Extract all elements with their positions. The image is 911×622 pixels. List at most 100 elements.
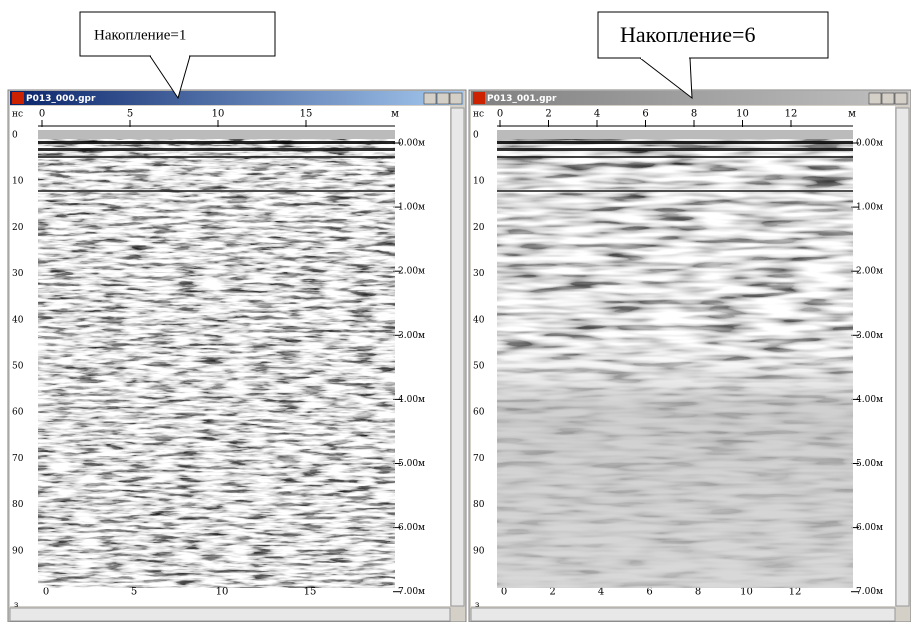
top-tick-label: 10 — [736, 109, 749, 120]
depth-tick-label: 1.00м — [398, 203, 425, 213]
time-tick-label: 40 — [473, 315, 485, 325]
time-unit: нс — [12, 110, 23, 120]
time-tick-label: 90 — [473, 546, 485, 556]
surface-band — [497, 148, 853, 151]
time-tick-label: 30 — [12, 269, 24, 279]
time-tick-label: 70 — [473, 454, 485, 464]
time-tick-label: 70 — [12, 454, 24, 464]
surface-band — [38, 190, 395, 192]
top-tick-label: 4 — [594, 109, 600, 120]
surface-band — [38, 148, 395, 151]
bottom-tick-label: 10 — [740, 587, 753, 598]
surface-top — [38, 130, 395, 139]
close-button[interactable] — [894, 92, 908, 105]
depth-tick-label: 6.00м — [398, 523, 425, 533]
depth-tick-label: 3.00м — [398, 331, 425, 341]
callout-gap — [151, 55, 189, 57]
time-tick-label: 80 — [473, 500, 485, 510]
time-tick-label: 20 — [473, 223, 485, 233]
close-button[interactable] — [449, 92, 463, 105]
app-icon — [12, 92, 24, 104]
surface-band — [497, 156, 853, 158]
top-tick-label: 10 — [212, 109, 225, 120]
maximize-button[interactable] — [881, 92, 895, 105]
time-tick-label: 50 — [12, 362, 24, 372]
surface-band — [38, 156, 395, 158]
depth-tick-label: 5.00м — [398, 459, 425, 469]
distance-unit: м — [391, 109, 399, 120]
maximize-button[interactable] — [436, 92, 450, 105]
depth-tick-label: 5.00м — [856, 459, 883, 469]
time-tick-label: 0 — [473, 131, 479, 141]
surface-band — [497, 141, 853, 144]
top-tick-label: 15 — [300, 109, 313, 120]
time-tick-label: 80 — [12, 500, 24, 510]
top-tick-label: 5 — [127, 109, 133, 120]
title-bar — [10, 91, 464, 105]
callout-box — [597, 11, 829, 59]
app-icon — [473, 92, 485, 104]
top-tick-label: 6 — [642, 109, 648, 120]
bottom-tick-label: 12 — [789, 587, 802, 598]
time-tick-label: 0 — [12, 131, 18, 141]
bottom-tick-label: 10 — [216, 587, 229, 598]
top-tick-label: 2 — [545, 109, 551, 120]
depth-tick-label: 7.00м — [856, 587, 883, 597]
depth-tick-label: 4.00м — [856, 395, 883, 405]
top-tick-label: 12 — [785, 109, 798, 120]
surface-band — [497, 190, 853, 192]
time-tick-label: 10 — [473, 177, 485, 187]
vertical-scrollbar[interactable] — [895, 107, 910, 607]
top-tick-label: 0 — [39, 109, 45, 120]
depth-tick-label: 3.00м — [856, 331, 883, 341]
bottom-tick-label: 2 — [549, 587, 555, 598]
callout-pointer — [149, 55, 191, 100]
bottom-tick-label: 4 — [598, 587, 604, 598]
time-unit: нс — [473, 110, 484, 120]
depth-tick-label: 7.00м — [398, 587, 425, 597]
time-tick-label: 40 — [12, 315, 24, 325]
depth-tick-label: 2.00м — [398, 267, 425, 277]
time-tick-label: 10 — [12, 177, 24, 187]
corner-label: з — [14, 600, 18, 609]
radargram — [38, 130, 395, 588]
bottom-tick-label: 8 — [695, 587, 701, 598]
depth-tick-label: 0.00м — [398, 139, 425, 149]
window-title: P013_001.gpr — [487, 94, 557, 104]
bottom-tick-label: 15 — [304, 587, 317, 598]
time-tick-label: 60 — [473, 408, 485, 418]
callout-pointer — [639, 57, 693, 100]
surface-top — [497, 130, 853, 139]
callout-text: Накопление=1 — [94, 27, 186, 43]
depth-tick-label: 0.00м — [856, 139, 883, 149]
time-tick-label: 60 — [12, 408, 24, 418]
time-tick-label: 50 — [473, 362, 485, 372]
vertical-scrollbar[interactable] — [450, 107, 465, 607]
depth-tick-label: 4.00м — [398, 395, 425, 405]
title-bar — [471, 91, 909, 105]
depth-tick-label: 6.00м — [856, 523, 883, 533]
surface-band — [38, 141, 395, 144]
time-tick-label: 90 — [12, 546, 24, 556]
radargram-fade — [497, 130, 853, 588]
time-tick-label: 30 — [473, 269, 485, 279]
bottom-tick-label: 5 — [131, 587, 137, 598]
bottom-tick-label: 0 — [501, 587, 507, 598]
bottom-tick-label: 6 — [646, 587, 652, 598]
corner-label: з — [475, 600, 479, 609]
callout-text: Накопление=6 — [620, 22, 755, 47]
callout-gap — [641, 57, 689, 59]
minimize-button[interactable] — [868, 92, 882, 105]
callout-box — [79, 11, 276, 57]
horizontal-scrollbar[interactable] — [470, 607, 896, 622]
distance-unit: м — [848, 109, 856, 120]
minimize-button[interactable] — [423, 92, 437, 105]
time-tick-label: 20 — [12, 223, 24, 233]
bottom-tick-label: 0 — [43, 587, 49, 598]
top-tick-label: 8 — [691, 109, 697, 120]
horizontal-scrollbar[interactable] — [9, 607, 451, 622]
depth-tick-label: 2.00м — [856, 267, 883, 277]
